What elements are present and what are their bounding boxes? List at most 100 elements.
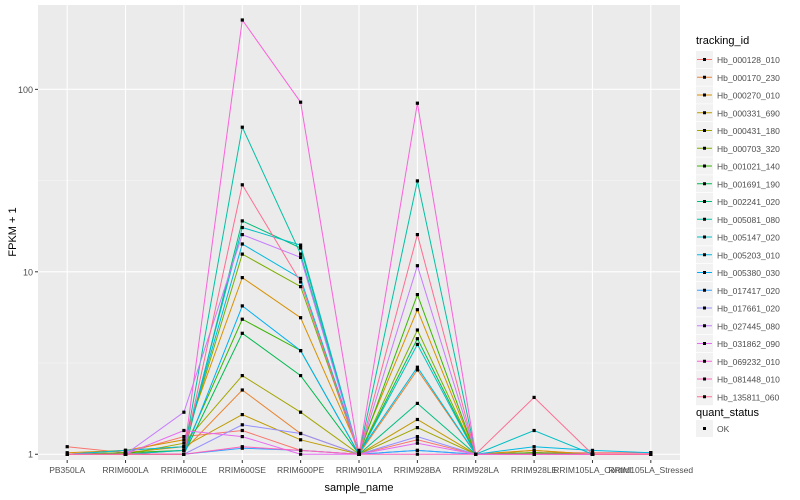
x-tick-label: RRIM600LE — [161, 465, 208, 475]
data-point — [415, 328, 419, 332]
data-point — [240, 219, 244, 223]
legend-key-point — [703, 377, 706, 381]
legend-label: Hb_001691_190 — [717, 179, 780, 189]
data-point — [415, 441, 419, 445]
x-tick-label: RRIM928BA — [394, 465, 442, 475]
legend-label: Hb_002241_020 — [717, 197, 780, 207]
legend-label: Hb_017661_020 — [717, 304, 780, 314]
data-point — [299, 316, 303, 320]
shape-legend-key-point — [703, 427, 706, 430]
x-tick-label: RRIM105LA_Control — [553, 465, 632, 475]
legend-title: tracking_id — [696, 35, 749, 47]
data-point — [123, 452, 128, 456]
legend-label: Hb_081448_010 — [717, 375, 780, 385]
legend-label: Hb_005203_010 — [717, 250, 780, 260]
legend-key-point — [703, 271, 706, 274]
x-tick-label: RRIM600SE — [219, 465, 267, 475]
x-tick-label: RRIM600PE — [277, 465, 325, 475]
data-point — [240, 252, 244, 256]
shape-legend-title: quant_status — [696, 407, 759, 419]
x-tick-label: RRIM928LE — [511, 465, 558, 475]
data-point — [240, 413, 244, 417]
legend-label: Hb_000703_320 — [717, 144, 780, 154]
legend-key-point — [703, 253, 706, 257]
data-point — [415, 337, 419, 341]
data-point — [240, 183, 244, 187]
data-point — [532, 448, 536, 452]
data-point — [240, 225, 244, 230]
legend-label: Hb_005081_080 — [717, 215, 780, 225]
shape-legend-label: OK — [717, 424, 730, 434]
data-point — [357, 452, 361, 456]
data-point — [357, 448, 361, 452]
shape-legend: quant_status OK — [696, 407, 759, 437]
legend-label: Hb_069232_010 — [717, 357, 780, 367]
data-point — [532, 445, 536, 449]
data-point — [415, 452, 419, 456]
data-point — [240, 317, 244, 321]
x-tick-label: RRIM600LA — [102, 465, 149, 475]
legend-key-point — [703, 395, 706, 399]
data-point — [299, 431, 303, 436]
data-point — [415, 365, 419, 369]
data-point — [299, 280, 303, 284]
data-point — [240, 242, 244, 246]
y-axis-title: FPKM + 1 — [7, 207, 19, 256]
data-point — [182, 435, 186, 439]
data-points — [65, 18, 653, 456]
legend-key-point — [703, 111, 706, 115]
data-point — [299, 252, 303, 256]
data-point — [415, 101, 419, 105]
data-point — [182, 441, 186, 445]
data-point — [299, 452, 303, 456]
data-point — [299, 349, 303, 353]
data-point — [240, 233, 244, 237]
x-tick-label: RRIM105LA_Stressed — [609, 465, 694, 475]
x-tick-label: RRIM901LA — [336, 465, 383, 475]
data-point — [123, 448, 128, 452]
data-point — [299, 243, 303, 247]
data-point — [299, 285, 303, 289]
data-point — [415, 179, 419, 183]
data-point — [415, 417, 419, 422]
data-point — [415, 308, 419, 312]
data-point — [649, 452, 653, 456]
legend-key-point — [703, 75, 706, 79]
legend-key-point — [703, 182, 706, 186]
data-point — [299, 246, 303, 250]
color-legend: tracking_id Hb_000128_010 Hb_000170_230 Hb… — [696, 35, 780, 406]
data-point — [415, 448, 419, 452]
legend-key-point — [703, 288, 706, 292]
data-point — [299, 374, 303, 378]
data-point — [299, 276, 303, 280]
legend-label: Hb_031862_090 — [717, 339, 780, 349]
legend-key-point — [703, 306, 706, 310]
legend-label: Hb_001021_140 — [717, 162, 780, 172]
data-point — [299, 448, 303, 452]
data-point — [240, 435, 244, 439]
data-point — [65, 452, 69, 456]
legend-label: Hb_135811_060 — [717, 392, 780, 402]
legend-key-point — [703, 217, 706, 221]
data-point — [240, 374, 244, 378]
data-point — [240, 423, 244, 427]
legend-key-point — [703, 58, 706, 61]
data-point — [182, 452, 186, 456]
legend-key-point — [703, 129, 706, 132]
data-point — [415, 401, 419, 405]
legend-key-point — [703, 235, 706, 239]
legend-key-point — [703, 93, 706, 97]
legend-label: Hb_000270_010 — [717, 91, 780, 101]
legend-label: Hb_005380_030 — [717, 268, 780, 278]
data-point — [299, 410, 303, 414]
legend-label: Hb_027445_080 — [717, 321, 780, 331]
y-tick-label: 100 — [18, 85, 33, 95]
data-point — [182, 438, 186, 442]
legend-label: Hb_000331_690 — [717, 108, 780, 118]
data-point — [240, 428, 244, 433]
legend-label: Hb_000431_180 — [717, 126, 780, 136]
data-point — [182, 445, 186, 449]
data-point — [240, 304, 244, 308]
x-axis-title: sample_name — [324, 482, 393, 494]
